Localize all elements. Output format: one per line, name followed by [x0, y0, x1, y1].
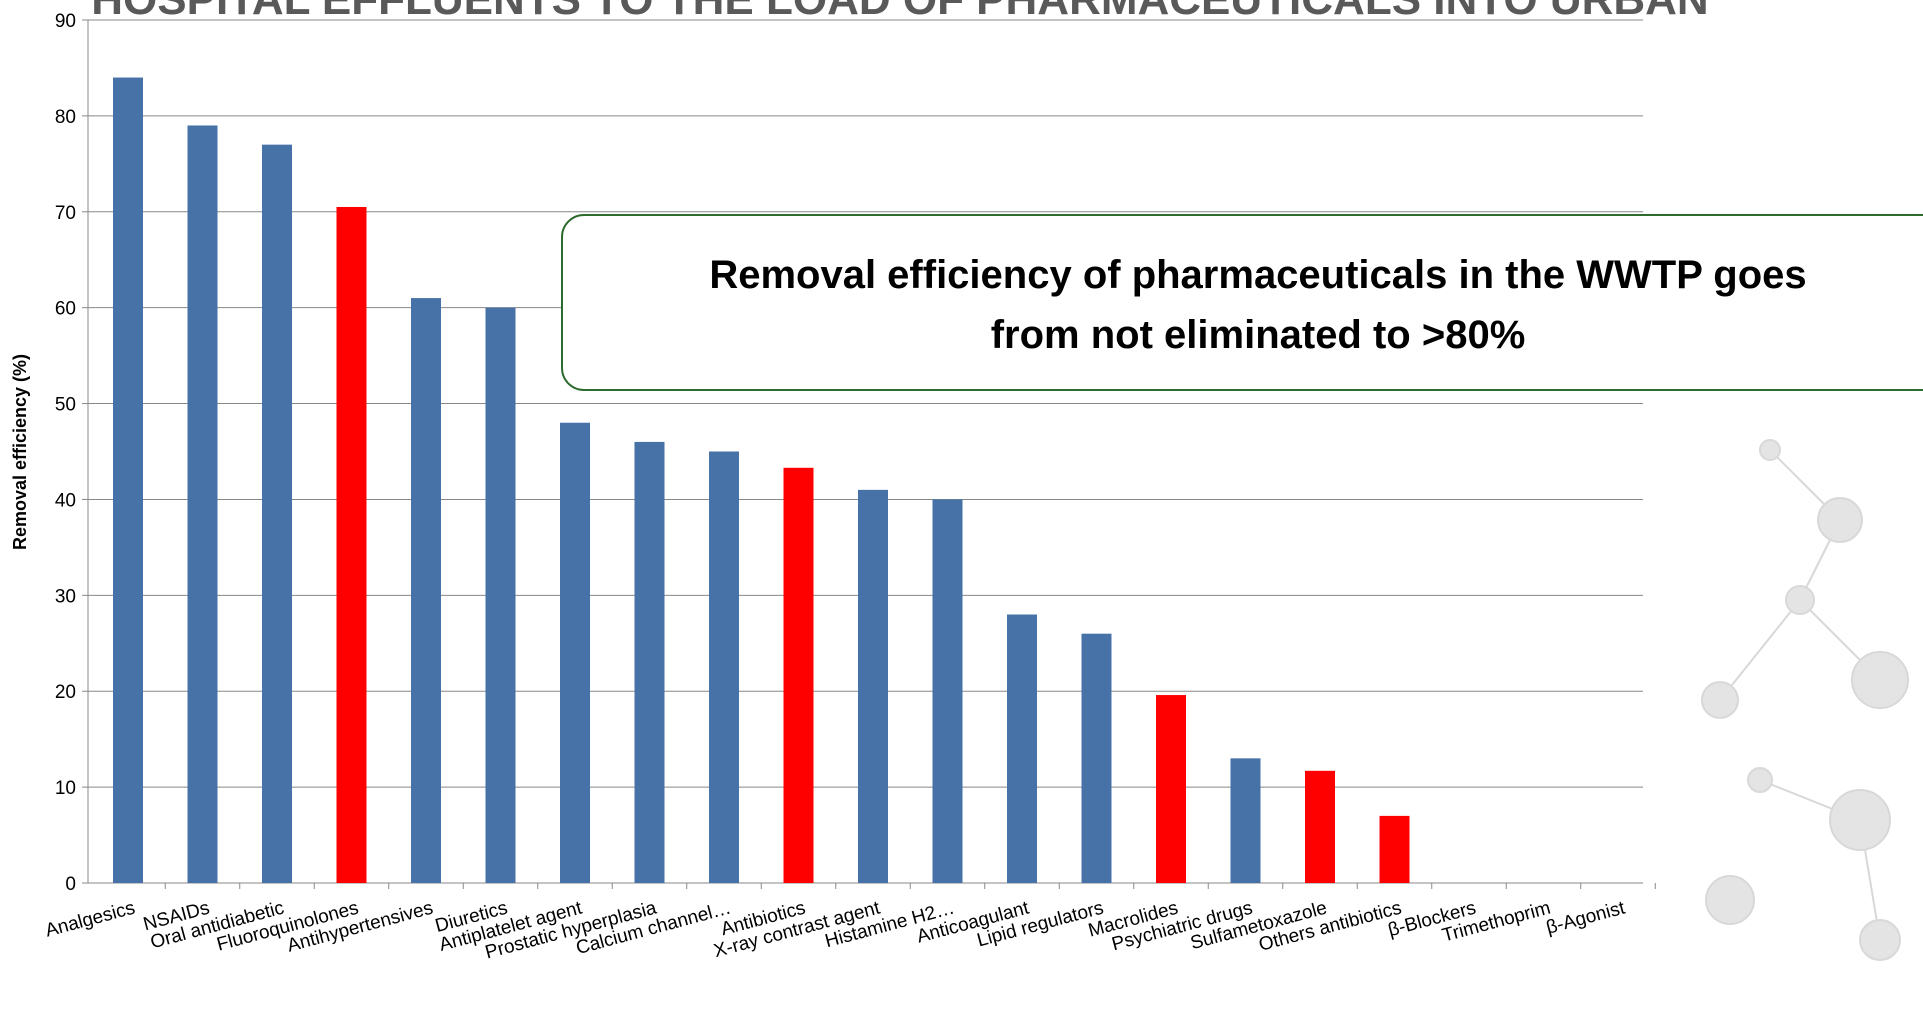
y-tick-label: 30 [55, 586, 76, 607]
y-tick-label: 0 [65, 874, 76, 895]
bar [709, 451, 739, 883]
bar [411, 298, 441, 884]
x-tick-label: β-Agonist [1544, 897, 1628, 938]
y-tick-label: 40 [55, 490, 76, 511]
y-tick-label: 80 [55, 107, 76, 128]
bar [1379, 815, 1410, 883]
bar [1081, 633, 1112, 883]
bar [932, 499, 963, 883]
bar [560, 422, 590, 883]
y-tick-label: 90 [55, 11, 76, 32]
annotation-frame [561, 214, 1923, 391]
y-tick-label: 20 [55, 682, 76, 703]
y-tick-label: 70 [55, 203, 76, 224]
y-tick-label: 10 [55, 778, 76, 799]
bars [113, 77, 1410, 884]
bar [187, 125, 218, 883]
annotation-line: Removal efficiency of pharmaceuticals in… [709, 253, 1806, 297]
bar [1305, 770, 1335, 883]
bar [262, 144, 292, 884]
bar [485, 307, 516, 884]
bar [1230, 758, 1261, 883]
x-tick-label: Analgesics [43, 898, 137, 942]
bar [336, 206, 367, 883]
annotation-line: from not eliminated to >80% [991, 313, 1526, 357]
annotation-box: Removal efficiency of pharmaceuticals in… [561, 214, 1923, 391]
bar [113, 77, 143, 884]
bar [634, 441, 665, 883]
bar [1007, 614, 1037, 883]
bar [1156, 695, 1186, 883]
bar [858, 489, 888, 883]
background-molecules [1701, 439, 1909, 961]
y-axis-label: Removal efficiency (%) [10, 354, 30, 550]
y-tick-label: 50 [55, 395, 76, 416]
y-tick-label: 60 [55, 299, 76, 320]
bar [783, 467, 814, 883]
